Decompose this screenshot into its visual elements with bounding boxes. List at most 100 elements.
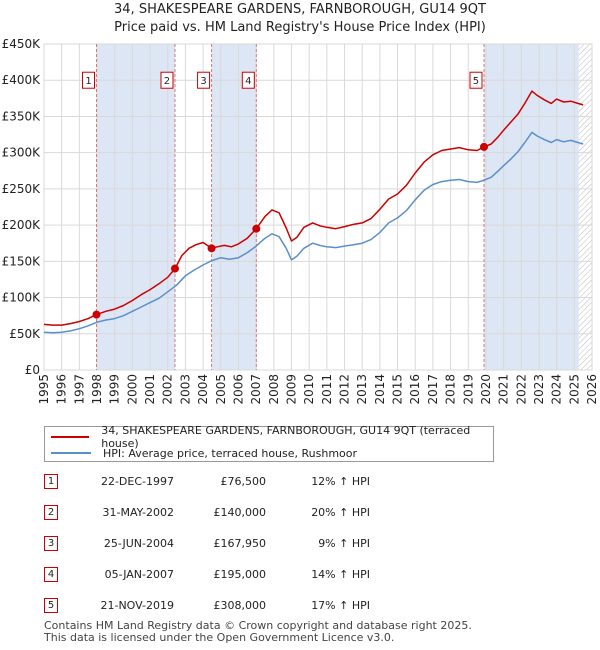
x-tick-label: 2023	[532, 374, 546, 405]
sale-marker-label: 3	[200, 76, 206, 87]
sale-point	[170, 264, 179, 273]
x-tick-label: 2001	[143, 374, 157, 405]
sale-point	[252, 224, 261, 233]
x-tick-label: 1998	[90, 374, 104, 405]
x-tick-label: 2026	[585, 374, 599, 405]
x-tick-label: 1999	[108, 374, 122, 405]
sale-date: 25-JUN-2004	[103, 537, 174, 550]
sale-price: £308,000	[213, 599, 267, 612]
x-tick-label: 2003	[178, 374, 192, 405]
y-tick-label: £50K	[9, 327, 41, 341]
sale-number-badge: 1	[44, 474, 58, 489]
x-tick-label: 2024	[550, 374, 564, 405]
footer: Contains HM Land Registry data © Crown c…	[44, 620, 472, 644]
sale-marker-box	[197, 71, 211, 89]
x-tick-label: 2020	[479, 374, 493, 405]
ownership-shade	[483, 44, 579, 370]
sale-hpi-change: 20% ↑ HPI	[311, 506, 370, 519]
x-tick-label: 1995	[37, 374, 51, 405]
sale-marker-label: 2	[164, 76, 170, 87]
x-tick-label: 2019	[461, 374, 475, 405]
legend: 34, SHAKESPEARE GARDENS, FARNBOROUGH, GU…	[44, 424, 494, 462]
y-tick-label: £350K	[2, 109, 42, 123]
x-tick-label: 1996	[55, 374, 69, 405]
sale-date: 22-DEC-1997	[100, 475, 174, 488]
sale-hpi-change: 17% ↑ HPI	[311, 599, 370, 612]
sale-number-badge: 2	[44, 505, 58, 520]
table-row: 2 31-MAY-2002 £140,000 20% ↑ HPI	[0, 501, 600, 527]
sale-marker-box	[241, 71, 255, 89]
legend-label-hpi: HPI: Average price, terraced house, Rush…	[103, 446, 358, 460]
sale-marker-box	[82, 71, 96, 89]
x-tick-label: 2014	[373, 374, 387, 405]
table-row: 4 05-JAN-2007 £195,000 14% ↑ HPI	[0, 563, 600, 589]
ownership-shade	[96, 44, 175, 370]
legend-swatch-property	[51, 436, 90, 438]
sale-marker-box	[469, 71, 483, 89]
sale-number-badge: 3	[44, 536, 58, 551]
sale-point	[479, 142, 488, 151]
sale-date: 05-JAN-2007	[104, 568, 174, 581]
table-row: 3 25-JUN-2004 £167,950 9% ↑ HPI	[0, 532, 600, 558]
x-tick-label: 2005	[214, 374, 228, 405]
sale-marker-label: 5	[473, 76, 479, 87]
x-tick-label: 2022	[514, 374, 528, 405]
series-line-property	[43, 90, 584, 326]
sale-marker-box	[160, 71, 174, 89]
chart-subtitle: Price paid vs. HM Land Registry's House …	[114, 20, 486, 35]
sale-number-badge: 5	[44, 598, 58, 613]
legend-item-hpi: HPI: Average price, terraced house, Rush…	[51, 445, 357, 461]
sale-price: £195,000	[213, 568, 267, 581]
sale-hpi-change: 9% ↑ HPI	[318, 537, 370, 550]
y-tick-label: £150K	[2, 254, 42, 268]
licence-text: This data is licensed under the Open Gov…	[44, 631, 395, 644]
sale-price: £76,500	[220, 475, 267, 488]
table-row: 1 22-DEC-1997 £76,500 12% ↑ HPI	[0, 470, 600, 496]
x-tick-label: 2000	[125, 374, 139, 405]
x-tick-label: 2021	[497, 374, 511, 405]
chart-title: 34, SHAKESPEARE GARDENS, FARNBOROUGH, GU…	[114, 2, 486, 17]
price-chart: 1 2 3 4 5 £0 £50K £100K £150K £200K £250K £300K £35…	[2, 37, 599, 405]
sale-point	[92, 310, 101, 319]
series-line-hpi	[43, 131, 584, 334]
sale-number-badge: 4	[44, 567, 58, 582]
sale-date: 31-MAY-2002	[102, 506, 174, 519]
y-tick-label: £100K	[2, 291, 42, 305]
sale-price: £140,000	[213, 506, 267, 519]
sale-marker-label: 4	[245, 76, 251, 87]
y-tick-label: £0	[25, 363, 40, 377]
sale-marker-label: 1	[85, 76, 91, 87]
sale-hpi-change: 14% ↑ HPI	[311, 568, 370, 581]
y-tick-label: £200K	[2, 218, 42, 232]
legend-swatch-hpi	[51, 452, 91, 454]
x-tick-label: 2006	[231, 374, 245, 405]
x-tick-label: 2009	[284, 374, 298, 405]
sale-price: £167,950	[213, 537, 267, 550]
x-tick-label: 2004	[196, 374, 210, 405]
x-tick-label: 2025	[567, 374, 581, 405]
x-tick-label: 2011	[320, 374, 334, 405]
copyright-text: Contains HM Land Registry data © Crown c…	[44, 619, 472, 632]
x-tick-label: 2015	[391, 374, 405, 405]
y-tick-label: £300K	[2, 146, 42, 160]
y-tick-label: £450K	[2, 37, 42, 51]
x-tick-label: 2017	[426, 374, 440, 405]
x-tick-label: 1997	[72, 374, 86, 405]
forecast-hatch	[578, 44, 592, 370]
y-tick-label: £400K	[2, 73, 42, 87]
legend-item-property: 34, SHAKESPEARE GARDENS, FARNBOROUGH, GU…	[51, 424, 493, 450]
x-tick-label: 2018	[444, 374, 458, 405]
legend-label-property: 34, SHAKESPEARE GARDENS, FARNBOROUGH, GU…	[101, 424, 471, 450]
x-tick-label: 2013	[355, 374, 369, 405]
x-tick-label: 2007	[249, 374, 263, 405]
x-tick-label: 2012	[338, 374, 352, 405]
x-tick-label: 2010	[302, 374, 316, 405]
x-tick-label: 2016	[408, 374, 422, 405]
sale-hpi-change: 12% ↑ HPI	[311, 475, 370, 488]
sale-date: 21-NOV-2019	[100, 599, 174, 612]
table-row: 5 21-NOV-2019 £308,000 17% ↑ HPI	[0, 594, 600, 620]
sale-point	[207, 244, 216, 253]
ownership-shade	[211, 44, 257, 370]
x-tick-label: 2008	[267, 374, 281, 405]
x-tick-label: 2002	[161, 374, 175, 405]
